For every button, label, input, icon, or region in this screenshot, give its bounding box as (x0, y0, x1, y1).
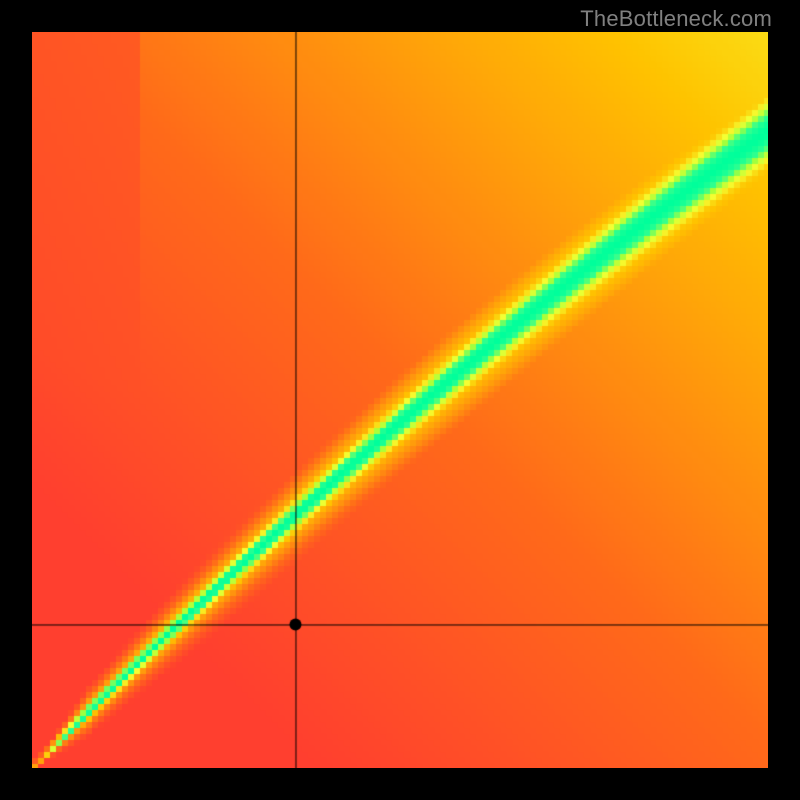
heatmap-canvas (32, 32, 768, 768)
bottleneck-heatmap (32, 32, 768, 768)
watermark-text: TheBottleneck.com (580, 6, 772, 32)
